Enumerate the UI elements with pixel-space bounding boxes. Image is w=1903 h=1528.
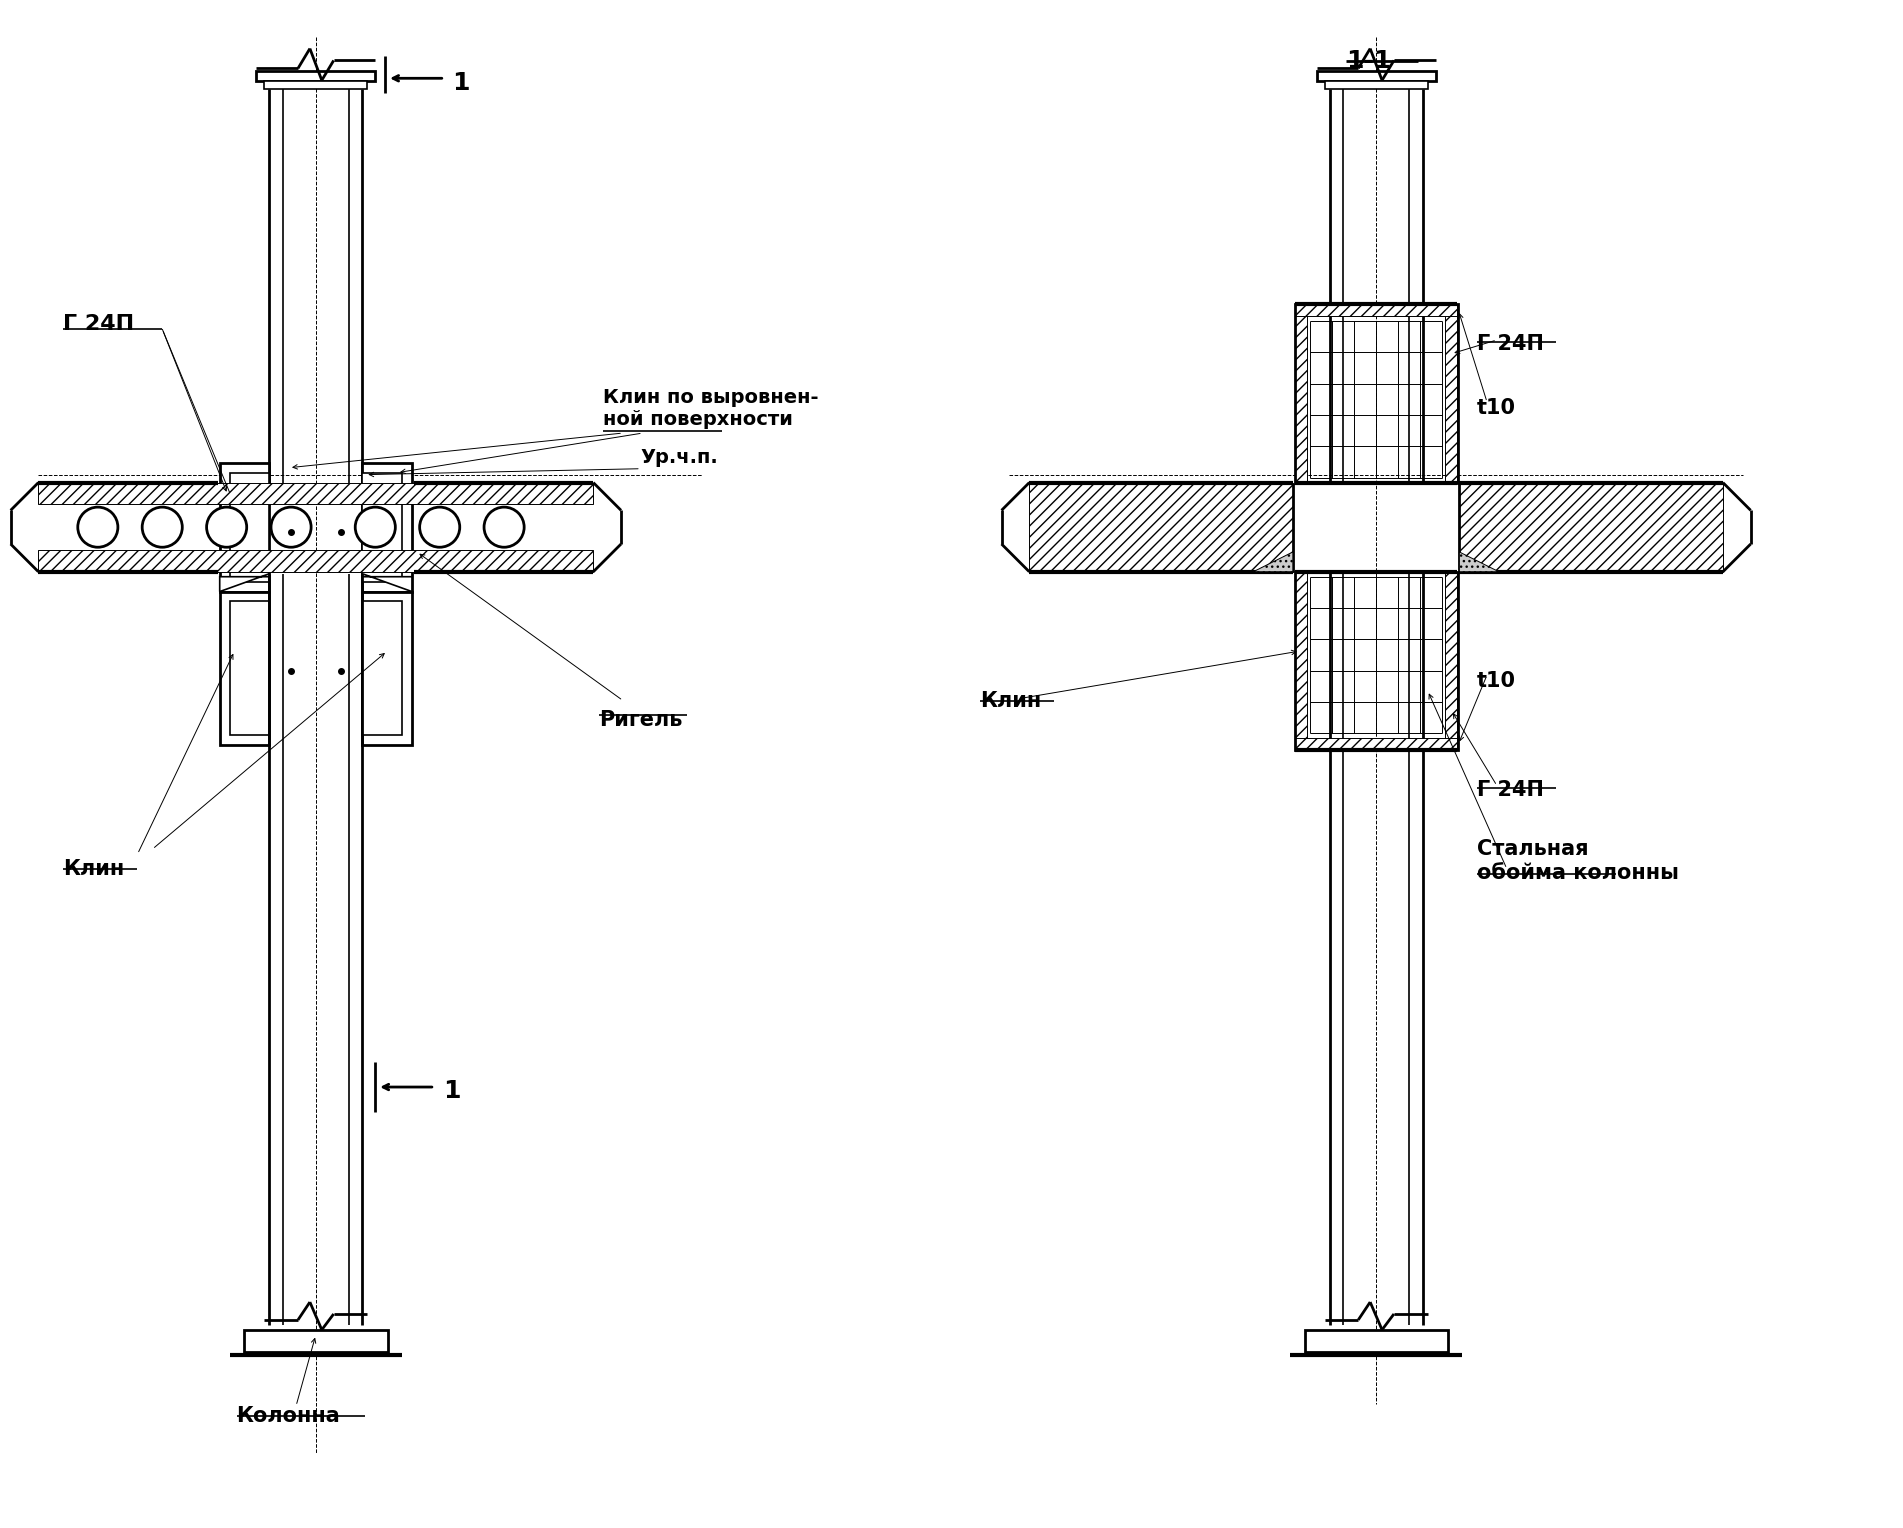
Polygon shape — [1446, 304, 1458, 483]
Circle shape — [78, 507, 118, 547]
Bar — [257, 72, 375, 81]
Polygon shape — [38, 483, 594, 504]
Bar — [1294, 304, 1458, 483]
Polygon shape — [362, 573, 411, 591]
Bar — [362, 602, 402, 735]
Polygon shape — [1254, 552, 1292, 571]
Bar — [362, 472, 402, 582]
Bar — [1294, 571, 1458, 750]
Bar — [265, 81, 367, 89]
Text: Г 24П: Г 24П — [63, 315, 135, 335]
Polygon shape — [1294, 304, 1307, 483]
Polygon shape — [219, 573, 268, 591]
Text: 1: 1 — [453, 72, 470, 95]
Text: 1: 1 — [443, 1079, 461, 1103]
Bar — [219, 591, 268, 746]
Text: Г 24П: Г 24П — [1477, 779, 1543, 799]
Bar — [230, 602, 268, 735]
Text: Стальная
обойма колонны: Стальная обойма колонны — [1477, 839, 1678, 883]
Text: Ригель: Ригель — [599, 711, 683, 730]
Text: Ур.ч.п.: Ур.ч.п. — [641, 448, 719, 466]
Circle shape — [483, 507, 523, 547]
Bar — [1305, 1329, 1448, 1352]
Circle shape — [143, 507, 183, 547]
Bar — [362, 591, 411, 746]
Text: Колонна: Колонна — [236, 1406, 341, 1426]
Text: 1-1: 1-1 — [1347, 49, 1391, 72]
Text: t10: t10 — [1477, 671, 1517, 691]
Polygon shape — [38, 550, 594, 571]
Polygon shape — [1446, 571, 1458, 750]
Text: Г 24П: Г 24П — [1477, 335, 1543, 354]
Circle shape — [421, 507, 461, 547]
Bar — [230, 472, 268, 582]
Circle shape — [207, 507, 247, 547]
Polygon shape — [1294, 304, 1458, 316]
Polygon shape — [1294, 571, 1307, 750]
Circle shape — [356, 507, 396, 547]
Bar — [362, 463, 411, 591]
Circle shape — [270, 507, 310, 547]
Text: t10: t10 — [1477, 399, 1517, 419]
Bar — [1317, 72, 1435, 81]
Bar — [1324, 81, 1427, 89]
Polygon shape — [1460, 552, 1500, 571]
Polygon shape — [1460, 483, 1722, 571]
Text: Клин по выровнен-
ной поверхности: Клин по выровнен- ной поверхности — [603, 388, 818, 429]
Bar — [244, 1329, 388, 1352]
Polygon shape — [1030, 483, 1292, 571]
Bar — [219, 463, 268, 591]
Polygon shape — [1294, 738, 1458, 750]
Text: Клин: Клин — [980, 691, 1041, 711]
Text: Клин: Клин — [63, 859, 124, 879]
